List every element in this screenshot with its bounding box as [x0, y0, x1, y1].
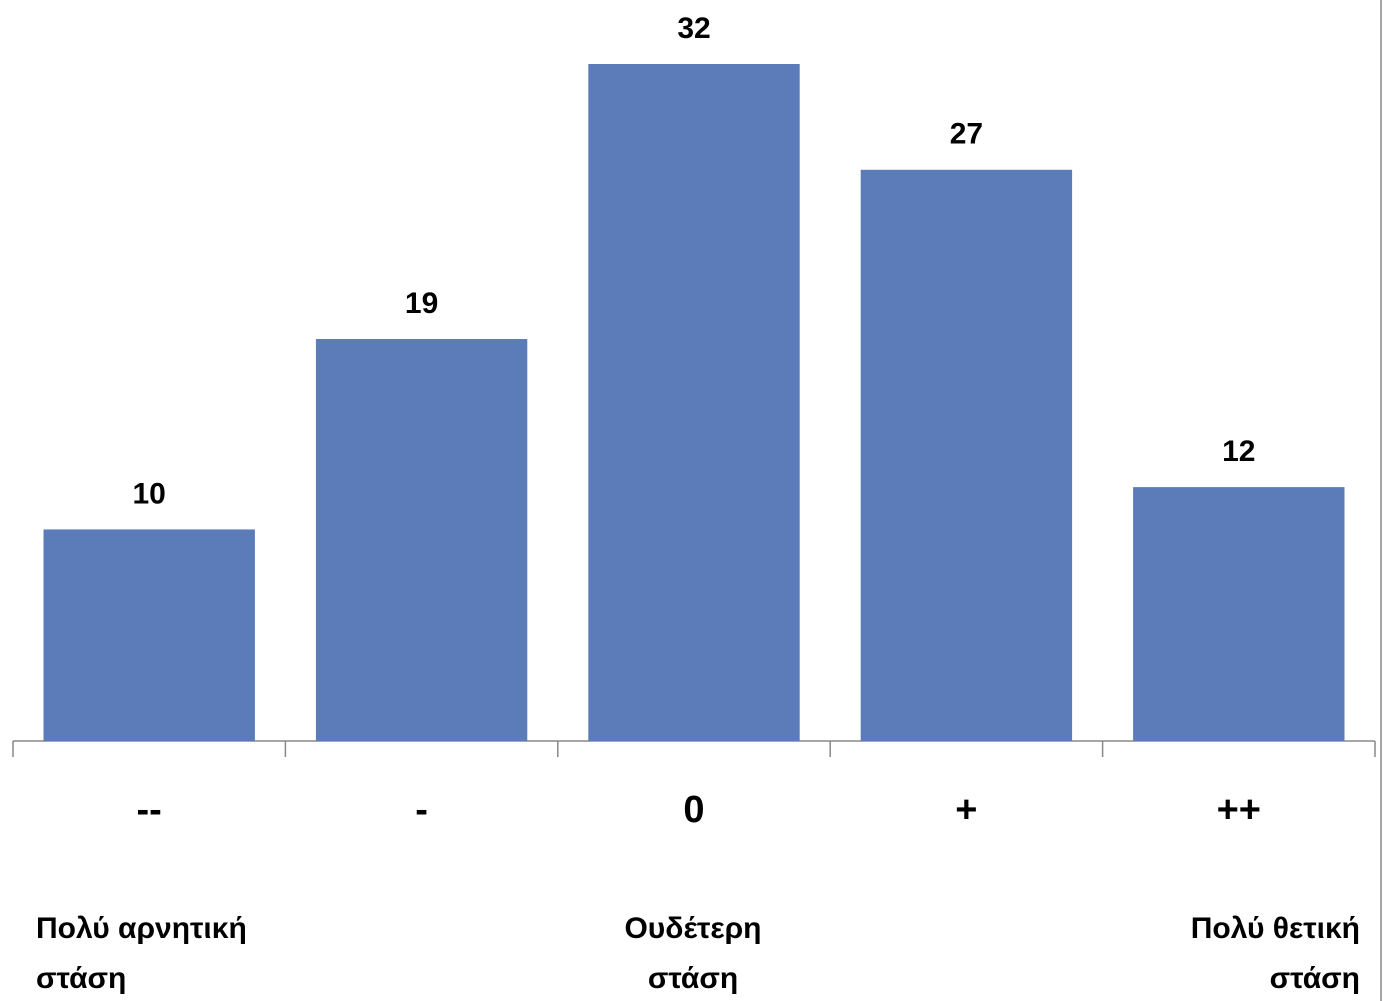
x-tick-label: 0 — [683, 789, 704, 831]
annotation: στάση — [1270, 962, 1360, 995]
x-tick-label: - — [415, 789, 428, 831]
annotation: Πολύ αρνητική — [36, 912, 247, 945]
value-label: 19 — [405, 287, 438, 320]
x-tick-label: ++ — [1217, 789, 1261, 831]
bar — [315, 339, 528, 741]
bar — [588, 64, 800, 741]
x-tick-label: + — [955, 789, 977, 831]
annotation: Πολύ θετική — [1191, 912, 1360, 945]
value-label: 10 — [133, 477, 166, 510]
x-tick-label: -- — [137, 789, 162, 831]
annotation: Ουδέτερη — [624, 912, 761, 945]
value-label: 12 — [1222, 435, 1255, 468]
bar — [43, 529, 255, 741]
bar — [860, 169, 1073, 741]
annotation: στάση — [648, 962, 738, 995]
annotation: στάση — [36, 962, 126, 995]
value-label: 32 — [677, 12, 710, 45]
bar — [1133, 487, 1345, 741]
value-label: 27 — [950, 118, 983, 151]
